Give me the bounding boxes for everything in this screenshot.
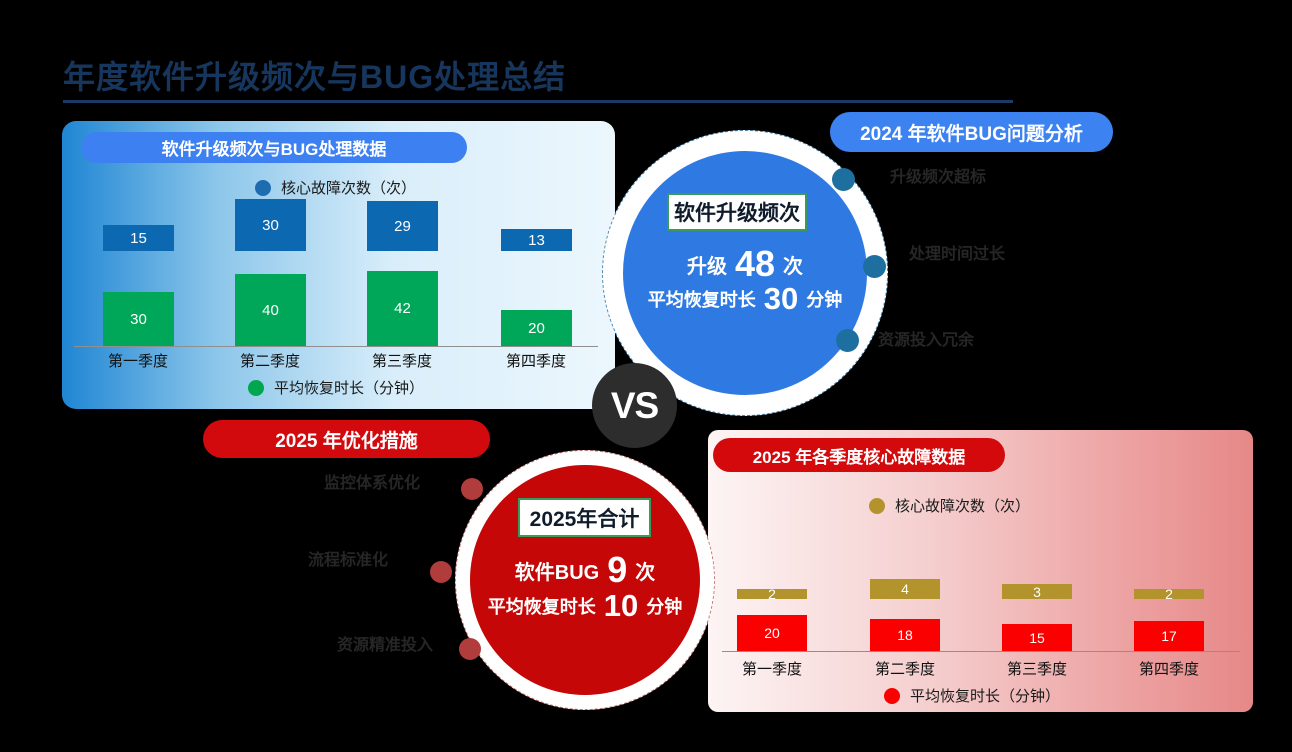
panel-quarterly-2025 [708, 430, 1253, 712]
blue-stat-circle [623, 151, 867, 395]
bullet-2024-2: 处理时间过长 [909, 246, 1006, 263]
legend-dot-blue-icon [255, 179, 271, 196]
legend-label: 核心故障次数（次） [895, 498, 1031, 515]
bullet-2025-2: 流程标准化 [308, 552, 389, 569]
bullet-2024-3: 资源投入冗余 [878, 332, 975, 349]
stat-value: 48 [734, 243, 776, 284]
vs-circle: VS [592, 363, 677, 448]
bullet-2025-1: 监控体系优化 [324, 475, 421, 492]
connector-dot-icon [836, 329, 859, 352]
panel-upgrade-data [62, 121, 615, 409]
legend-label: 平均恢复时长（分钟） [274, 380, 425, 397]
stat-suffix: 分钟 [646, 596, 683, 617]
connector-dot-icon [430, 561, 452, 583]
stat-prefix: 平均恢复时长 [647, 289, 756, 310]
legend-dot-gold-icon [869, 497, 885, 514]
blue-circle-line1: 升级 48 次 [623, 246, 867, 282]
vs-label: VS [610, 384, 659, 426]
blue-circle-line2: 平均恢复时长 30 分钟 [613, 283, 877, 314]
legend-core-faults-2024: 核心故障次数（次） [255, 177, 416, 198]
header-2024-analysis: 2024 年软件BUG问题分析 [830, 112, 1113, 152]
stat-value: 9 [607, 549, 628, 590]
connector-dot-icon [461, 478, 483, 500]
title-underline [63, 100, 1013, 103]
panel-quarterly-2025-header: 2025 年各季度核心故障数据 [713, 438, 1005, 472]
stat-suffix: 次 [783, 255, 804, 278]
legend-dot-red-icon [884, 687, 900, 704]
legend-recovery-2025: 平均恢复时长（分钟） [884, 685, 1060, 706]
connector-dot-icon [459, 638, 481, 660]
bullet-2024-1: 升级频次超标 [890, 169, 987, 186]
legend-label: 核心故障次数（次） [281, 180, 417, 197]
connector-dot-icon [832, 168, 855, 191]
connector-dot-icon [863, 255, 886, 278]
red-circle-line2: 平均恢复时长 10 分钟 [455, 590, 715, 621]
blue-circle-badge: 软件升级频次 [667, 193, 807, 231]
legend-label: 平均恢复时长（分钟） [910, 688, 1061, 705]
legend-dot-green-icon [248, 379, 264, 396]
legend-recovery-2024: 平均恢复时长（分钟） [248, 377, 424, 398]
red-circle-badge: 2025年合计 [518, 498, 651, 537]
stat-prefix: 软件BUG [514, 561, 600, 584]
stat-value: 10 [603, 588, 639, 623]
stat-suffix: 次 [635, 561, 656, 584]
page-title: 年度软件升级频次与BUG处理总结 [63, 59, 567, 95]
bullet-2025-3: 资源精准投入 [337, 637, 434, 654]
red-circle-line1: 软件BUG 9 次 [470, 552, 700, 588]
stat-suffix: 分钟 [806, 289, 843, 310]
panel-upgrade-data-header: 软件升级频次与BUG处理数据 [81, 132, 467, 163]
stat-prefix: 平均恢复时长 [487, 596, 596, 617]
header-2025-optimization: 2025 年优化措施 [203, 420, 490, 458]
stat-value: 30 [763, 281, 799, 316]
legend-core-faults-2025: 核心故障次数（次） [869, 495, 1030, 516]
stat-prefix: 升级 [686, 255, 727, 278]
